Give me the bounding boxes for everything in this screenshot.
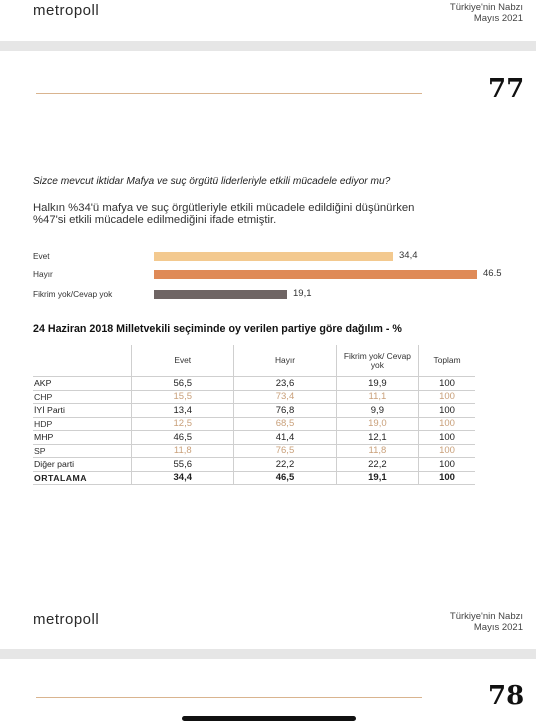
bar [154, 252, 393, 261]
table-row: SP 11,8 76,5 11,8 100 [33, 443, 475, 458]
page-separator [0, 41, 536, 51]
bar-value-label: 46.5 [483, 268, 502, 279]
table-title: 24 Haziran 2018 Milletvekili seçiminde o… [33, 323, 402, 335]
hayir-cell: 68,5 [233, 416, 337, 431]
evet-cell: 34,4 [131, 470, 234, 485]
home-indicator[interactable] [182, 716, 356, 721]
table-row: MHP 46,5 41,4 12,1 100 [33, 430, 475, 444]
table-row: AKP 56,5 23,6 19,9 100 [33, 376, 475, 390]
toplam-cell: 100 [418, 416, 475, 431]
brand-logo: metropoll [33, 2, 100, 19]
hayir-cell: 23,6 [233, 376, 337, 390]
fikrim-cell: 9,9 [335, 403, 419, 417]
party-name: HDP [33, 416, 132, 431]
bar [154, 290, 287, 299]
hayir-cell: 76,8 [233, 403, 337, 417]
bar-value-label: 19,1 [293, 288, 312, 299]
hayir-cell: 46,5 [233, 470, 337, 485]
toplam-cell: 100 [418, 430, 475, 444]
party-name: SP [33, 443, 132, 458]
fikrim-cell: 22,2 [335, 457, 419, 471]
table-row: Diğer parti 55,6 22,2 22,2 100 [33, 457, 475, 471]
toplam-cell: 100 [418, 470, 475, 485]
fikrim-cell: 11,8 [335, 443, 419, 458]
toplam-cell: 100 [418, 403, 475, 417]
survey-question: Sizce mevcut iktidar Mafya ve suç örgütü… [33, 176, 391, 187]
hayir-cell: 41,4 [233, 430, 337, 444]
header-info: Türkiye'nin Nabzı Mayıs 2021 [450, 2, 523, 24]
header-toplam: Toplam [418, 345, 475, 377]
party-name: CHP [33, 389, 132, 404]
footer-brand-logo: metropoll [33, 611, 100, 628]
evet-cell: 13,4 [131, 403, 234, 417]
fikrim-cell: 11,1 [335, 389, 419, 404]
evet-cell: 55,6 [131, 457, 234, 471]
hayir-cell: 76,5 [233, 443, 337, 458]
table-row: HDP 12,5 68,5 19,0 100 [33, 416, 475, 431]
next-page-number: 78 [488, 681, 525, 711]
party-name: İYİ Parti [33, 403, 132, 417]
evet-cell: 15,5 [131, 389, 234, 404]
toplam-cell: 100 [418, 389, 475, 404]
table-row: CHP 15,5 73,4 11,1 100 [33, 389, 475, 404]
footer-subtitle: Türkiye'nin Nabzı [449, 611, 523, 622]
summary-line-2: %47'si etkili mücadele edilmediğini ifad… [33, 214, 277, 226]
party-name: AKP [33, 376, 132, 390]
header-subtitle: Türkiye'nin Nabzı [449, 2, 523, 13]
evet-cell: 12,5 [131, 416, 234, 431]
header-hayir: Hayır [233, 345, 337, 377]
toplam-cell: 100 [418, 457, 475, 471]
evet-cell: 11,8 [131, 443, 234, 458]
bar-value-label: 34,4 [399, 250, 418, 261]
bar-chart: Evet 34,4 Hayır 46.5 Fikrim yok/Cevap yok 19,… [0, 0, 536, 310]
fikrim-cell: 19,9 [335, 376, 419, 390]
table-row: İYİ Parti 13,4 76,8 9,9 100 [33, 403, 475, 417]
bar-label: Fikrim yok/Cevap yok [33, 289, 113, 299]
evet-cell: 56,5 [131, 376, 234, 390]
footer-info: Türkiye'nin Nabzı Mayıs 2021 [450, 611, 523, 633]
toplam-cell: 100 [418, 443, 475, 458]
toplam-cell: 100 [418, 376, 475, 390]
results-table: Evet Hayır Fikrim yok/ Cevap yok Toplam … [33, 345, 475, 485]
fikrim-cell: 19,0 [335, 416, 419, 431]
fikrim-cell: 19,1 [335, 470, 419, 485]
footer-date: Mayıs 2021 [473, 622, 523, 633]
party-name: ORTALAMA [33, 470, 132, 485]
fikrim-cell: 12,1 [335, 430, 419, 444]
evet-cell: 46,5 [131, 430, 234, 444]
survey-summary: Halkın %34'ü mafya ve suç örgütleriyle e… [33, 202, 533, 226]
page-separator-2 [0, 649, 536, 659]
bar [154, 270, 477, 279]
bar-label: Hayır [33, 269, 53, 279]
header-fikrim: Fikrim yok/ Cevap yok [335, 345, 419, 377]
party-name: Diğer parti [33, 457, 132, 471]
summary-line-1: Halkın %34'ü mafya ve suç örgütleriyle e… [33, 202, 415, 214]
bar-label: Evet [33, 251, 50, 261]
hayir-cell: 73,4 [233, 389, 337, 404]
party-name: MHP [33, 430, 132, 444]
page-number: 77 [488, 74, 525, 104]
table-row-average: ORTALAMA 34,4 46,5 19,1 100 [33, 470, 475, 485]
header-rule [36, 93, 422, 94]
header-evet: Evet [131, 345, 234, 377]
header-date: Mayıs 2021 [473, 13, 523, 24]
footer-rule [36, 697, 422, 698]
header-party [33, 345, 132, 377]
table-header-row: Evet Hayır Fikrim yok/ Cevap yok Toplam [33, 345, 475, 377]
hayir-cell: 22,2 [233, 457, 337, 471]
